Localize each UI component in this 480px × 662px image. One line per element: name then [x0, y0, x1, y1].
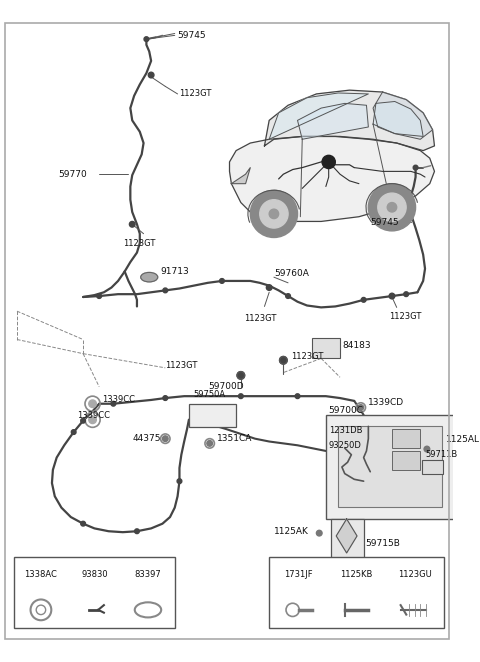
- Bar: [392, 451, 420, 470]
- Text: 1339CC: 1339CC: [102, 395, 135, 404]
- Polygon shape: [373, 101, 423, 136]
- Text: 1123GT: 1123GT: [165, 361, 198, 371]
- Text: 59715B: 59715B: [366, 539, 400, 548]
- Polygon shape: [264, 90, 434, 150]
- Text: 93830: 93830: [81, 570, 108, 579]
- Ellipse shape: [141, 273, 158, 282]
- Text: 1123GT: 1123GT: [244, 314, 276, 323]
- Circle shape: [378, 193, 406, 221]
- Circle shape: [237, 371, 245, 379]
- Text: 59760A: 59760A: [274, 269, 309, 278]
- Circle shape: [250, 190, 298, 238]
- Circle shape: [266, 285, 272, 291]
- Bar: [422, 460, 443, 473]
- Bar: [338, 426, 442, 506]
- Polygon shape: [231, 167, 250, 183]
- Circle shape: [207, 441, 213, 446]
- Circle shape: [269, 209, 278, 218]
- Circle shape: [89, 400, 96, 408]
- Circle shape: [295, 394, 300, 399]
- Bar: [269, 557, 444, 628]
- Text: 1123GT: 1123GT: [123, 239, 155, 248]
- Circle shape: [177, 479, 182, 483]
- Polygon shape: [269, 93, 368, 139]
- Circle shape: [130, 221, 135, 227]
- Circle shape: [389, 293, 395, 299]
- Text: 59700C: 59700C: [329, 406, 364, 415]
- Circle shape: [279, 357, 287, 364]
- Text: 1125AK: 1125AK: [274, 527, 309, 536]
- Text: 59770: 59770: [59, 169, 87, 179]
- Text: 1125KB: 1125KB: [340, 570, 373, 579]
- Text: 1338AC: 1338AC: [24, 570, 58, 579]
- Text: 1351CA: 1351CA: [217, 434, 252, 443]
- Polygon shape: [229, 136, 434, 221]
- Text: 83397: 83397: [134, 570, 161, 579]
- Text: 1125AL: 1125AL: [446, 435, 480, 444]
- Text: 91713: 91713: [161, 267, 189, 276]
- Circle shape: [404, 292, 408, 297]
- Circle shape: [162, 436, 168, 442]
- Circle shape: [134, 529, 139, 534]
- Circle shape: [163, 288, 168, 293]
- Bar: [392, 429, 420, 448]
- Text: 1339CC: 1339CC: [77, 410, 110, 420]
- Text: 44375: 44375: [132, 434, 161, 443]
- Text: 1339CD: 1339CD: [368, 399, 405, 407]
- Text: 1123GT: 1123GT: [291, 352, 324, 361]
- Text: 59745: 59745: [370, 218, 399, 227]
- Circle shape: [239, 394, 243, 399]
- Bar: [189, 404, 236, 428]
- Circle shape: [413, 166, 418, 170]
- Circle shape: [286, 294, 290, 299]
- Text: 59750A: 59750A: [193, 390, 226, 399]
- Bar: [312, 338, 340, 358]
- Circle shape: [97, 294, 102, 299]
- Text: 1123GU: 1123GU: [398, 570, 432, 579]
- Text: 59711B: 59711B: [425, 450, 457, 459]
- Circle shape: [111, 401, 116, 406]
- Circle shape: [148, 72, 154, 78]
- Bar: [14, 557, 175, 628]
- Circle shape: [358, 404, 364, 410]
- Bar: [331, 519, 364, 561]
- Polygon shape: [336, 519, 357, 553]
- Circle shape: [316, 530, 322, 536]
- Polygon shape: [373, 92, 432, 139]
- Circle shape: [144, 37, 149, 42]
- Circle shape: [424, 446, 430, 452]
- Text: 1231DB: 1231DB: [329, 426, 362, 435]
- Bar: [326, 415, 468, 519]
- Circle shape: [81, 418, 85, 423]
- Circle shape: [260, 200, 288, 228]
- Circle shape: [361, 297, 366, 302]
- Text: 59745: 59745: [178, 31, 206, 40]
- Circle shape: [368, 183, 416, 231]
- Text: 1731JF: 1731JF: [284, 570, 312, 579]
- Text: 1123GT: 1123GT: [180, 89, 212, 99]
- Text: 93250D: 93250D: [329, 441, 361, 449]
- Text: 84183: 84183: [343, 341, 372, 350]
- Circle shape: [387, 203, 396, 212]
- Circle shape: [72, 430, 76, 434]
- Circle shape: [163, 396, 168, 401]
- Text: 1123GT: 1123GT: [389, 312, 421, 321]
- Circle shape: [322, 156, 336, 169]
- Circle shape: [219, 279, 224, 283]
- Circle shape: [81, 521, 85, 526]
- Text: 59700D: 59700D: [208, 382, 243, 391]
- Polygon shape: [298, 103, 368, 139]
- Circle shape: [89, 416, 96, 424]
